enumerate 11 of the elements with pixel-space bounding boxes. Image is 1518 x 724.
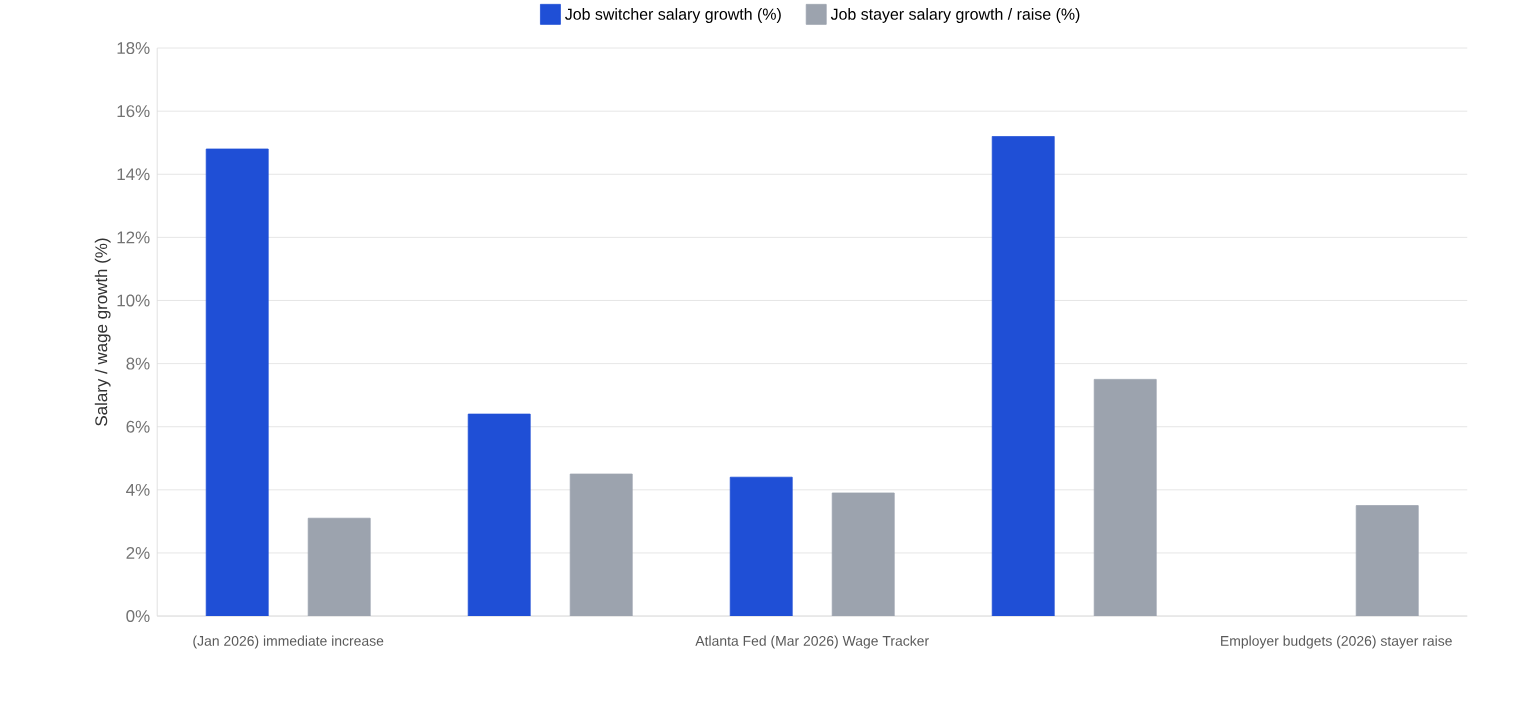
- y-tick-label: 6%: [126, 421, 150, 434]
- y-tick-label: 10%: [117, 294, 150, 307]
- y-axis-title: Salary / wage growth (%): [94, 238, 111, 427]
- y-tick-label: 4%: [126, 484, 150, 497]
- y-tick-label: 18%: [117, 42, 150, 55]
- y-tick-label: 0%: [126, 610, 150, 623]
- y-tick-label: 14%: [117, 168, 150, 181]
- y-tick-label: 8%: [126, 357, 150, 370]
- y-tick-label: 2%: [126, 547, 150, 560]
- y-tick-label: 16%: [117, 105, 150, 118]
- y-tick-label: 12%: [117, 231, 150, 244]
